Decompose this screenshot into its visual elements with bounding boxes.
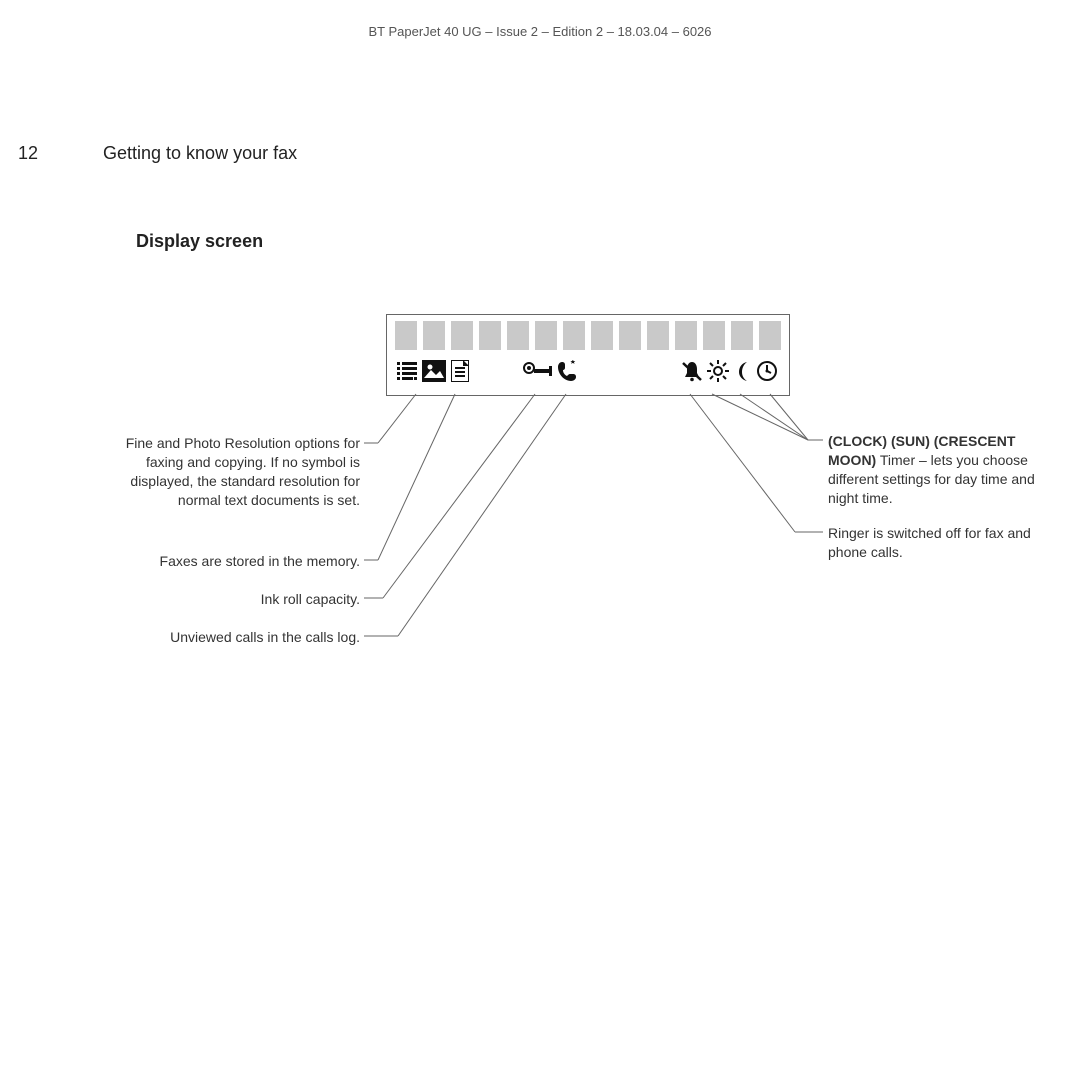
- lcd-char: [535, 321, 557, 350]
- lcd-char: [563, 321, 585, 350]
- lcd-char: [451, 321, 473, 350]
- calls-log-icon: [558, 360, 576, 382]
- lcd-char: [479, 321, 501, 350]
- lcd-icons-row: [395, 358, 781, 388]
- lcd-char: [619, 321, 641, 350]
- chapter-title: Getting to know your fax: [103, 143, 297, 164]
- ringer-off-icon: [681, 360, 703, 382]
- sun-icon: [707, 360, 729, 382]
- callout-ringer: Ringer is switched off for fax and phone…: [828, 524, 1063, 562]
- moon-icon: [734, 360, 752, 382]
- lcd-char: [703, 321, 725, 350]
- callout-calls-log: Unviewed calls in the calls log.: [95, 628, 360, 647]
- clock-icon: [756, 360, 778, 382]
- lcd-char: [647, 321, 669, 350]
- lcd-char: [507, 321, 529, 350]
- callout-resolution: Fine and Photo Resolution options for fa…: [95, 434, 360, 510]
- lcd-char: [731, 321, 753, 350]
- ink-roll-icon: [523, 362, 553, 380]
- lcd-char: [675, 321, 697, 350]
- lcd-char: [759, 321, 781, 350]
- callout-ink: Ink roll capacity.: [95, 590, 360, 609]
- fine-resolution-icon: [397, 360, 417, 382]
- page-number: 12: [18, 143, 38, 164]
- section-title: Display screen: [136, 231, 263, 252]
- memory-icon: [451, 360, 469, 382]
- document-page: BT PaperJet 40 UG – Issue 2 – Edition 2 …: [0, 0, 1080, 1069]
- lcd-panel: [386, 314, 790, 396]
- lcd-char: [395, 321, 417, 350]
- lcd-char: [423, 321, 445, 350]
- header-meta: BT PaperJet 40 UG – Issue 2 – Edition 2 …: [0, 24, 1080, 39]
- lcd-char: [591, 321, 613, 350]
- lcd-char-row: [395, 321, 781, 350]
- photo-resolution-icon: [422, 360, 446, 382]
- callout-timer: (CLOCK) (SUN) (CRESCENT MOON) Timer – le…: [828, 432, 1063, 508]
- callout-memory: Faxes are stored in the memory.: [95, 552, 360, 571]
